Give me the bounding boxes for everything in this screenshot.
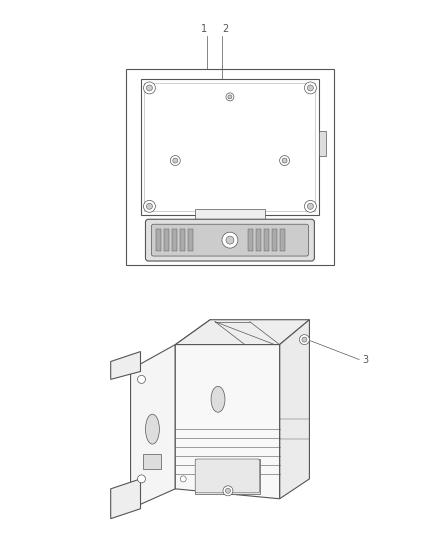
Circle shape [226,93,234,101]
Bar [180,229,185,251]
Bar [145,83,315,211]
Circle shape [144,82,155,94]
Text: 2: 2 [222,24,228,34]
Circle shape [307,85,314,91]
Bar [264,229,268,251]
Polygon shape [111,352,141,379]
Circle shape [226,488,230,494]
Circle shape [138,475,145,483]
Circle shape [223,486,233,496]
Bar [195,459,260,494]
Circle shape [146,203,152,209]
Circle shape [282,158,287,163]
Circle shape [144,200,155,212]
Bar [319,131,326,156]
FancyBboxPatch shape [145,219,314,261]
FancyBboxPatch shape [152,224,308,256]
Bar [272,229,277,251]
Circle shape [304,200,316,212]
Circle shape [173,158,178,163]
Bar [172,229,177,251]
Bar [279,229,285,251]
Bar [256,229,261,251]
Polygon shape [111,479,141,519]
Circle shape [228,95,232,99]
Ellipse shape [211,386,225,412]
Ellipse shape [145,414,159,444]
Circle shape [304,82,316,94]
Bar [164,229,170,251]
Bar [144,454,161,469]
Circle shape [307,203,314,209]
Bar [195,209,265,221]
Circle shape [180,476,186,482]
Circle shape [170,156,180,166]
Circle shape [302,337,307,342]
Bar [188,229,193,251]
Circle shape [138,375,145,383]
Bar [248,229,253,251]
Circle shape [300,335,309,345]
Text: 1: 1 [201,24,207,34]
Circle shape [146,85,152,91]
Polygon shape [131,345,175,508]
Circle shape [222,232,238,248]
Bar [141,79,319,215]
FancyBboxPatch shape [195,459,260,493]
Bar [156,229,161,251]
Polygon shape [175,345,279,499]
Polygon shape [175,320,309,345]
Circle shape [226,236,234,244]
Bar [126,69,334,265]
Circle shape [279,156,290,166]
Text: 3: 3 [362,354,368,365]
Polygon shape [279,320,309,499]
